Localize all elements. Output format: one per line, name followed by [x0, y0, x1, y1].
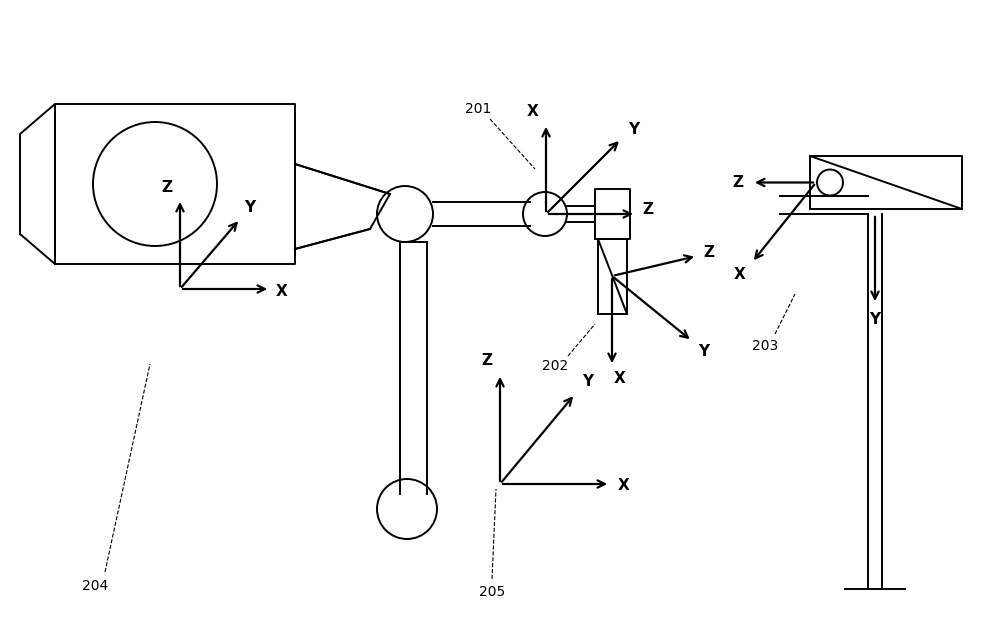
Text: X: X — [276, 283, 288, 299]
Text: X: X — [614, 370, 626, 386]
Text: 205: 205 — [479, 585, 505, 599]
Text: 204: 204 — [82, 579, 108, 593]
Text: X: X — [618, 478, 630, 493]
Text: Y: Y — [698, 343, 710, 359]
Text: Y: Y — [869, 312, 881, 327]
Text: Z: Z — [704, 245, 714, 260]
Text: Y: Y — [244, 200, 256, 214]
Text: Z: Z — [482, 352, 492, 368]
Text: 201: 201 — [465, 102, 491, 116]
Text: X: X — [527, 104, 539, 120]
Text: Z: Z — [162, 180, 173, 194]
Text: Z: Z — [732, 175, 744, 190]
Text: Z: Z — [642, 202, 654, 216]
Text: 203: 203 — [752, 339, 778, 353]
Text: Y: Y — [628, 122, 640, 137]
Text: X: X — [734, 267, 746, 282]
Text: 202: 202 — [542, 359, 568, 373]
Text: Y: Y — [582, 375, 594, 390]
